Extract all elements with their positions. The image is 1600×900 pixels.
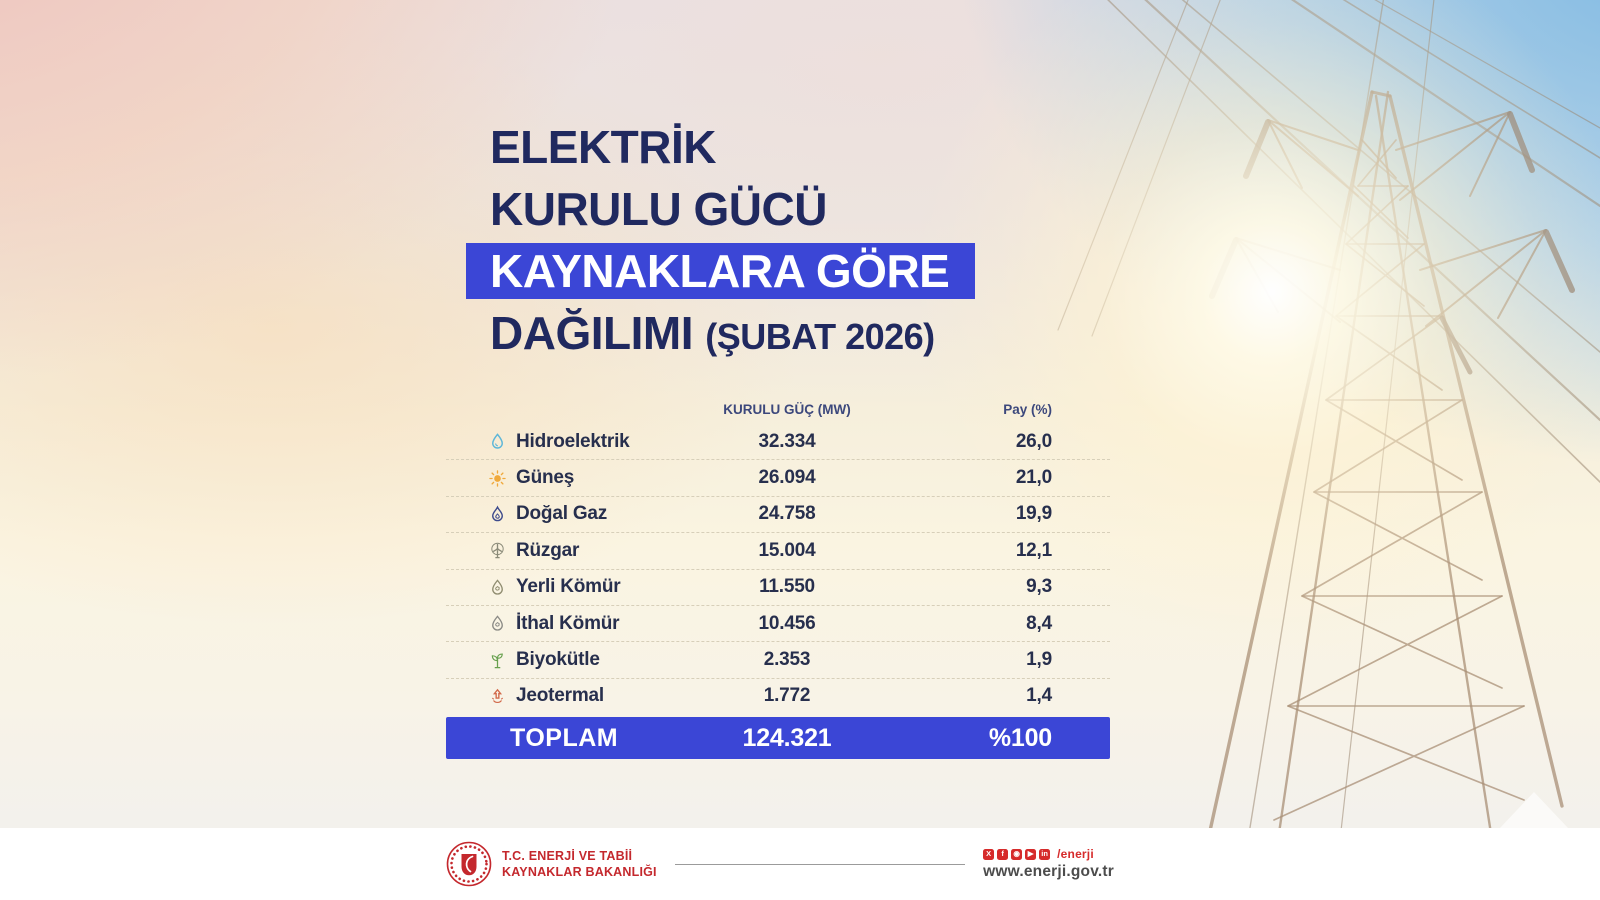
table-row: Yerli Kömür 11.550 9,3 xyxy=(446,570,1110,606)
source-name: Yerli Kömür xyxy=(516,576,621,598)
footer-divider xyxy=(674,863,966,865)
linkedin-icon: in xyxy=(1039,848,1051,860)
instagram-icon: ◉ xyxy=(1011,848,1023,860)
power-value: 24.758 xyxy=(758,503,816,525)
background-peak-shape xyxy=(1500,792,1568,828)
title-line-4: DAĞILIMI (ŞUBAT 2026) xyxy=(490,307,935,359)
column-header-power: KURULU GÜÇ (MW) xyxy=(723,401,851,417)
table-row: Doğal Gaz 24.758 19,9 xyxy=(446,497,1110,534)
share-value: 21,0 xyxy=(1015,467,1052,489)
source-name: Doğal Gaz xyxy=(516,503,608,525)
wind-icon xyxy=(488,541,507,560)
share-value: 8,4 xyxy=(1026,612,1052,634)
domestic-coal-icon xyxy=(488,578,507,597)
column-header-share: Pay (%) xyxy=(1003,401,1052,417)
title-line-2: KURULU GÜCÜ xyxy=(490,183,827,235)
source-name: İthal Kömür xyxy=(516,612,620,634)
gas-icon xyxy=(488,505,507,524)
share-value: 9,3 xyxy=(1026,576,1052,598)
share-value: 1,9 xyxy=(1026,649,1052,671)
table-row: Güneş 26.094 21,0 xyxy=(446,460,1110,497)
total-label: TOPLAM xyxy=(510,723,619,752)
social-handle: /enerji xyxy=(1057,847,1094,861)
page-title: ELEKTRİK KURULU GÜCÜ KAYNAKLARA GÖRE DAĞ… xyxy=(466,116,976,364)
total-power-value: 124.321 xyxy=(742,723,832,752)
title-date: (ŞUBAT 2026) xyxy=(705,316,935,357)
source-name: Biyokütle xyxy=(516,649,600,671)
hydro-icon xyxy=(488,432,507,451)
table-row: Rüzgar 15.004 12,1 xyxy=(446,533,1110,570)
share-value: 1,4 xyxy=(1026,685,1052,707)
youtube-icon: ▶ xyxy=(1025,848,1037,860)
share-value: 12,1 xyxy=(1015,539,1052,561)
power-value: 2.353 xyxy=(763,649,811,671)
share-value: 19,9 xyxy=(1015,503,1052,525)
power-value: 26.094 xyxy=(758,467,816,489)
power-value: 32.334 xyxy=(758,430,816,452)
title-line-highlight: KAYNAKLARA GÖRE xyxy=(466,243,976,299)
footer: T.C. ENERJİ VE TABİİ KAYNAKLAR BAKANLIĞI… xyxy=(0,828,1600,900)
source-name: Rüzgar xyxy=(516,539,580,561)
capacity-table: KURULU GÜÇ (MW) Pay (%) Hidroelektrik 32… xyxy=(446,394,1110,760)
source-name: Güneş xyxy=(516,467,575,489)
ministry-brand: T.C. ENERJİ VE TABİİ KAYNAKLAR BAKANLIĞI xyxy=(446,841,657,887)
x-icon: X xyxy=(983,848,995,860)
title-line-1: ELEKTRİK xyxy=(490,121,717,173)
geothermal-icon xyxy=(488,687,507,706)
imported-coal-icon xyxy=(488,614,507,633)
table-row: Jeotermal 1.772 1,4 xyxy=(446,679,1110,714)
total-share-value: %100 xyxy=(988,723,1052,752)
table-header-row: KURULU GÜÇ (MW) Pay (%) xyxy=(446,394,1110,424)
website-url: www.enerji.gov.tr xyxy=(983,863,1114,880)
facebook-icon: f xyxy=(997,848,1009,860)
share-value: 26,0 xyxy=(1015,430,1052,452)
ministry-emblem-icon xyxy=(446,841,492,887)
power-value: 15.004 xyxy=(758,539,816,561)
table-row: İthal Kömür 10.456 8,4 xyxy=(446,606,1110,643)
source-name: Jeotermal xyxy=(516,685,604,707)
total-row: TOPLAM 124.321 %100 xyxy=(446,717,1110,760)
power-value: 1.772 xyxy=(763,685,811,707)
ministry-name: T.C. ENERJİ VE TABİİ KAYNAKLAR BAKANLIĞI xyxy=(502,848,657,879)
transmission-tower-illustration xyxy=(1057,0,1600,840)
table-row: Biyokütle 2.353 1,9 xyxy=(446,642,1110,679)
table-row: Hidroelektrik 32.334 26,0 xyxy=(446,424,1110,461)
social-media-row: X f ◉ ▶ in /enerji xyxy=(983,847,1094,861)
footer-contact: X f ◉ ▶ in /enerji www.enerji.gov.tr xyxy=(983,847,1114,881)
source-name: Hidroelektrik xyxy=(516,430,630,452)
power-value: 10.456 xyxy=(758,612,816,634)
biomass-icon xyxy=(488,651,507,670)
power-value: 11.550 xyxy=(759,576,815,598)
sun-icon xyxy=(488,469,507,488)
